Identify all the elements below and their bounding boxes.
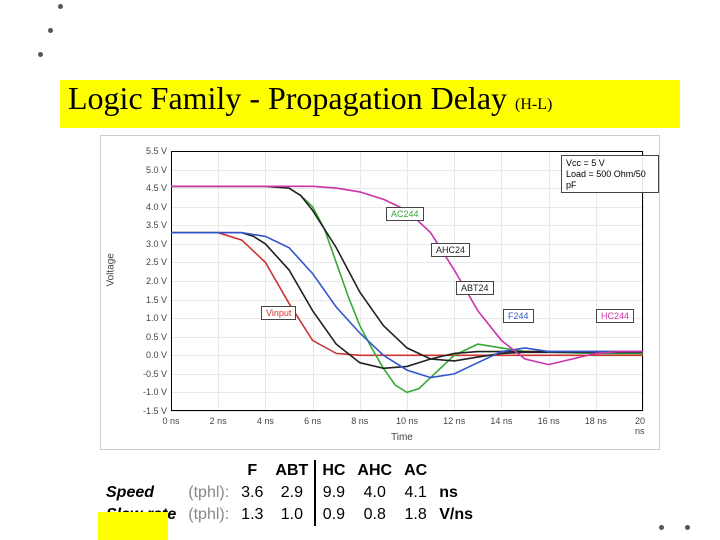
- x-tick-label: 4 ns: [257, 416, 274, 426]
- table-col-header: AC: [398, 460, 433, 482]
- table-cell: 2.9: [269, 482, 315, 504]
- series-label-f244: F244: [503, 309, 534, 323]
- x-tick-label: 20 ns: [635, 416, 651, 436]
- table-cell: 4.0: [351, 482, 398, 504]
- x-tick-label: 14 ns: [490, 416, 512, 426]
- table-cell: 1.3: [235, 504, 269, 526]
- table-col-header: HC: [315, 460, 351, 482]
- x-tick-label: 12 ns: [443, 416, 465, 426]
- table-cell: 0.8: [351, 504, 398, 526]
- y-tick-label: -1.5 V: [137, 406, 167, 416]
- table-header-row: FABTHCAHCAC: [100, 460, 479, 482]
- row-label: Speed: [100, 482, 182, 504]
- y-tick-label: 4.5 V: [137, 183, 167, 193]
- decorative-yellow-block: [98, 512, 168, 540]
- slide-title-bar: Logic Family - Propagation Delay (H-L): [60, 80, 680, 128]
- row-unit: V/ns: [433, 504, 479, 526]
- y-tick-label: 3.5 V: [137, 220, 167, 230]
- x-axis-label: Time: [391, 432, 413, 443]
- table-col-header: ABT: [269, 460, 315, 482]
- table-row: Speed(tphl):3.62.99.94.04.1ns: [100, 482, 479, 504]
- series-label-ac244: AC244: [386, 207, 424, 221]
- row-metric: (tphl):: [182, 482, 235, 504]
- series-label-abt24: ABT24: [456, 281, 494, 295]
- series-label-hc244: HC244: [596, 309, 634, 323]
- gridline-h: [171, 411, 643, 412]
- table-col-header: AHC: [351, 460, 398, 482]
- series-label-vinput: Vinput: [261, 306, 296, 320]
- series-vinput: [171, 233, 643, 356]
- y-tick-label: -0.5 V: [137, 369, 167, 379]
- y-tick-label: 1.5 V: [137, 295, 167, 305]
- y-tick-label: 2.5 V: [137, 257, 167, 267]
- slide-subtitle: (H-L): [515, 96, 552, 114]
- x-tick-label: 8 ns: [351, 416, 368, 426]
- x-tick-label: 18 ns: [585, 416, 607, 426]
- propagation-delay-chart: 5.5 V 5.0 V 4.5 V 4.0 V 3.5 V 3.0 V 2.5 V 2.0 V…: [100, 135, 660, 450]
- table-cell: 3.6: [235, 482, 269, 504]
- table-cell: 1.8: [398, 504, 433, 526]
- row-unit: ns: [433, 482, 479, 504]
- table-cell: 4.1: [398, 482, 433, 504]
- x-tick-label: 16 ns: [538, 416, 560, 426]
- series-label-ahc24: AHC24: [431, 243, 470, 257]
- slide-title: Logic Family - Propagation Delay: [68, 80, 507, 117]
- table-cell: 1.0: [269, 504, 315, 526]
- table-cell: 9.9: [315, 482, 351, 504]
- y-tick-label: -1.0 V: [137, 387, 167, 397]
- y-tick-label: 0.5 V: [137, 332, 167, 342]
- x-tick-label: 10 ns: [396, 416, 418, 426]
- x-tick-label: 6 ns: [304, 416, 321, 426]
- y-tick-label: 3.0 V: [137, 239, 167, 249]
- y-tick-label: 5.5 V: [137, 146, 167, 156]
- y-tick-label: 2.0 V: [137, 276, 167, 286]
- y-axis-label: Voltage: [106, 253, 117, 286]
- row-metric: (tphl):: [182, 504, 235, 526]
- y-tick-label: 1.0 V: [137, 313, 167, 323]
- x-tick-label: 2 ns: [210, 416, 227, 426]
- table-cell: 0.9: [315, 504, 351, 526]
- summary-table: FABTHCAHCACSpeed(tphl):3.62.99.94.04.1ns…: [100, 460, 670, 526]
- x-tick-label: 0 ns: [162, 416, 179, 426]
- y-tick-label: 0.0 V: [137, 350, 167, 360]
- chart-info-box: Vcc = 5 VLoad = 500 Ohm/50 pF: [561, 155, 659, 193]
- y-tick-label: 4.0 V: [137, 202, 167, 212]
- table-col-header: F: [235, 460, 269, 482]
- y-tick-label: 5.0 V: [137, 165, 167, 175]
